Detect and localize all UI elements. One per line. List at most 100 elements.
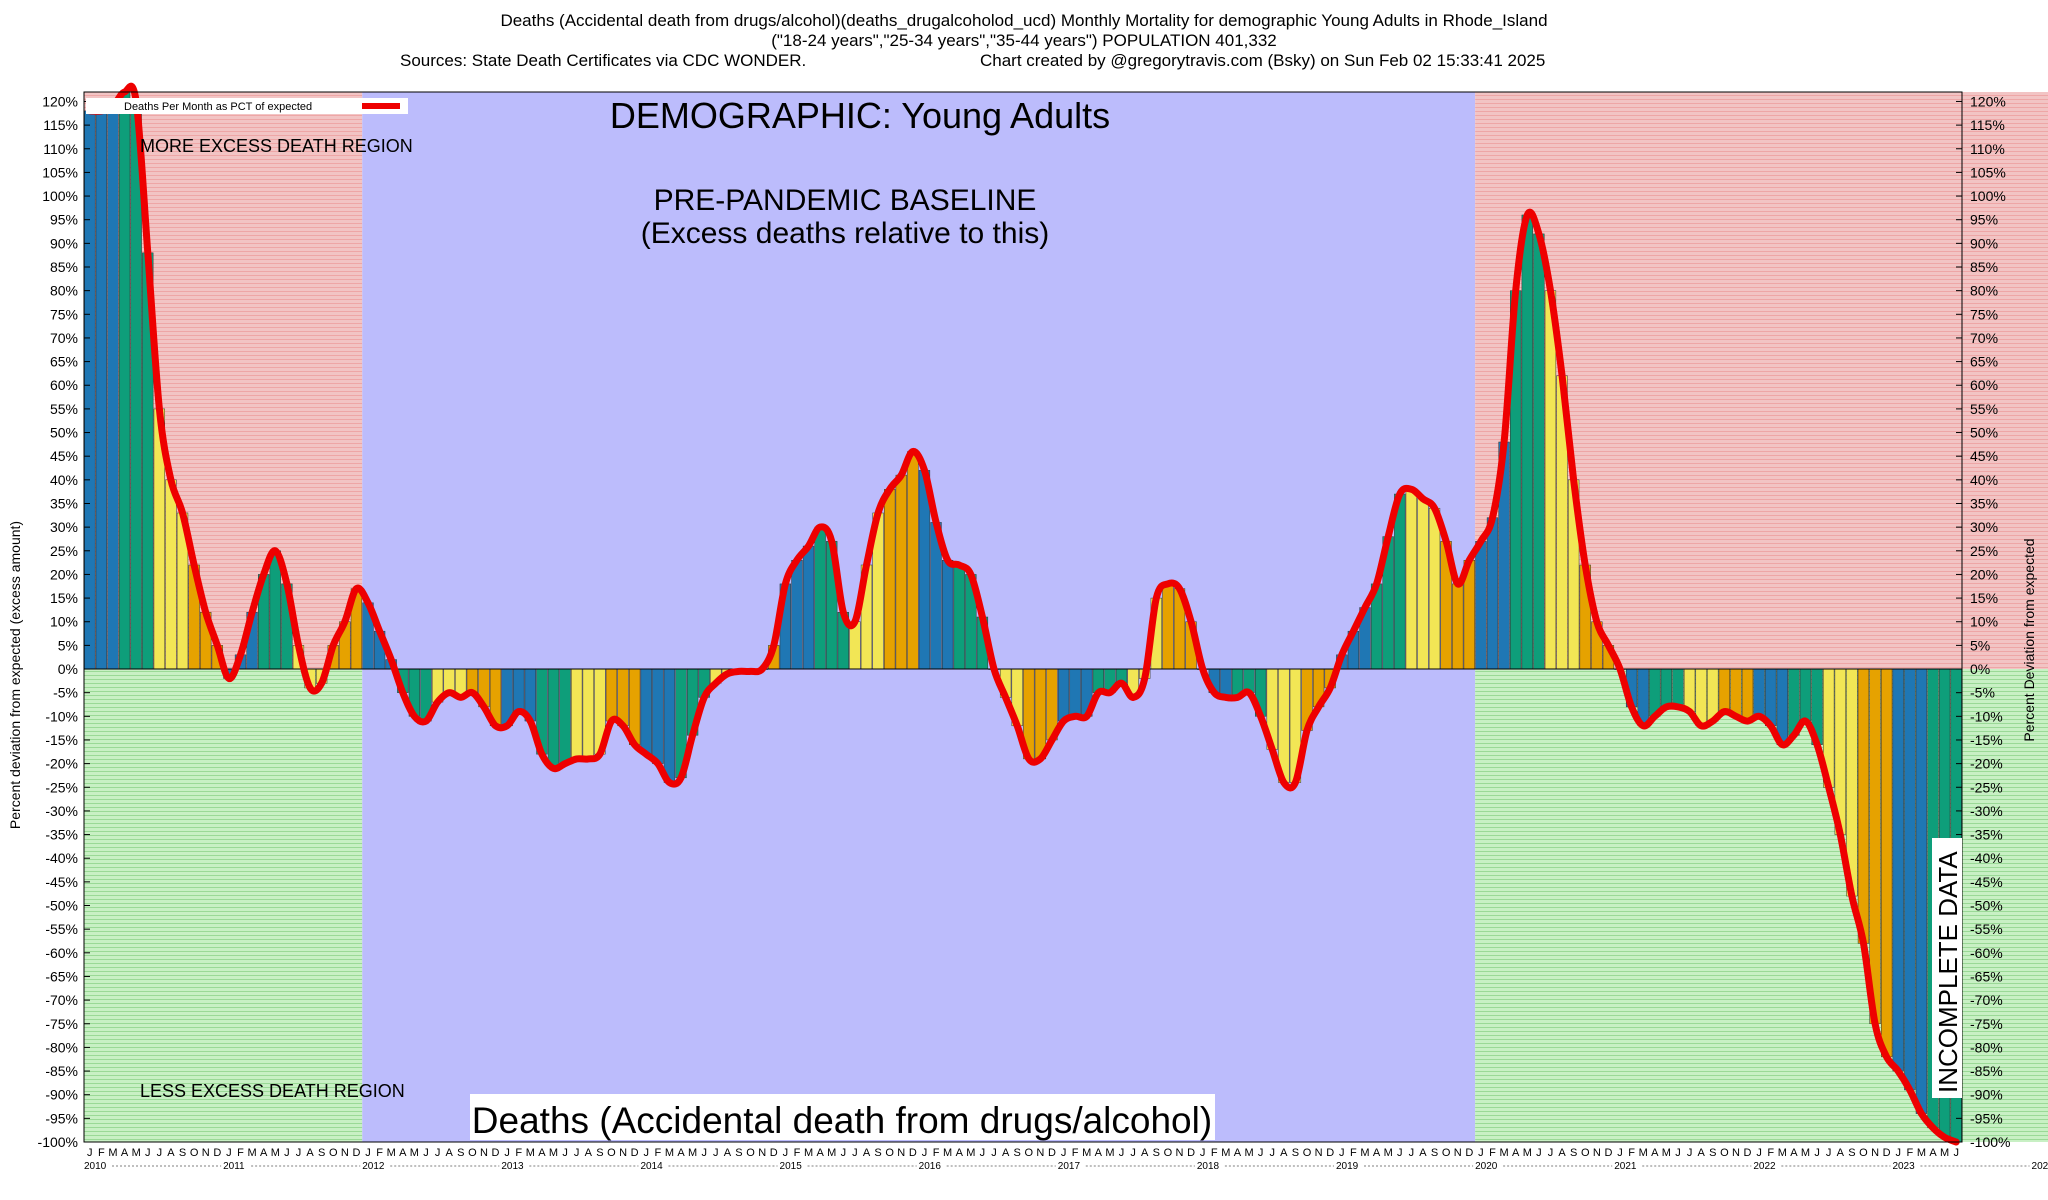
bar xyxy=(1904,668,1916,1091)
x-month-label: M xyxy=(1500,1147,1509,1159)
x-month-label: J xyxy=(1617,1147,1623,1159)
y-tick-label: -70% xyxy=(1970,992,2003,1008)
bar xyxy=(1753,668,1765,717)
bar xyxy=(269,550,281,670)
x-month-label: M xyxy=(1105,1147,1114,1159)
bar xyxy=(107,105,119,670)
x-month-label: M xyxy=(410,1147,419,1159)
x-month-label: N xyxy=(1036,1147,1044,1159)
bar xyxy=(791,559,803,670)
y-tick-label: 5% xyxy=(58,637,78,653)
y-tick-label: 105% xyxy=(1970,164,2006,180)
incomplete-label: INCOMPLETE DATA xyxy=(1933,851,1963,1093)
x-month-label: S xyxy=(1431,1147,1438,1159)
y-tick-label: 40% xyxy=(50,472,78,488)
y-tick-label: 120% xyxy=(42,93,78,109)
y-tick-label: 5% xyxy=(1970,637,1990,653)
x-month-label: A xyxy=(1280,1147,1288,1159)
x-month-label: M xyxy=(1639,1147,1648,1159)
bar xyxy=(1057,668,1070,722)
x-month-label: O xyxy=(468,1147,477,1159)
x-month-label: J xyxy=(1339,1147,1345,1159)
x-month-label: J xyxy=(1130,1147,1136,1159)
x-month-label: F xyxy=(1489,1147,1496,1159)
bar xyxy=(814,526,826,670)
x-month-label: S xyxy=(1153,1147,1160,1159)
x-month-label: J xyxy=(643,1147,649,1159)
y-tick-label: -10% xyxy=(45,708,78,724)
y-tick-label: -30% xyxy=(45,803,78,819)
x-year-label: 2015 xyxy=(780,1161,803,1172)
y-tick-label: 95% xyxy=(1970,212,1998,228)
x-month-label: O xyxy=(329,1147,338,1159)
y-axis-title-left: Percent deviation from expected (excess … xyxy=(7,521,23,829)
x-month-label: A xyxy=(1419,1147,1427,1159)
x-month-label: J xyxy=(1397,1147,1403,1159)
y-tick-label: -90% xyxy=(1970,1087,2003,1103)
bar xyxy=(118,91,131,670)
bar xyxy=(1521,214,1533,670)
y-tick-label: 55% xyxy=(50,401,78,417)
bar xyxy=(1544,290,1557,670)
x-year-label: 2021 xyxy=(1614,1161,1637,1172)
y-tick-label: 105% xyxy=(42,164,78,180)
x-month-label: S xyxy=(1014,1147,1021,1159)
x-month-label: D xyxy=(1326,1147,1334,1159)
x-month-label: A xyxy=(1929,1147,1937,1159)
y-tick-label: -50% xyxy=(1970,898,2003,914)
y-tick-label: 80% xyxy=(50,283,78,299)
x-year-label: 2022 xyxy=(1753,1161,1776,1172)
baseline-subtitle: (Excess deaths relative to this) xyxy=(641,217,1050,250)
x-month-label: A xyxy=(1002,1147,1010,1159)
y-tick-label: -10% xyxy=(1970,708,2003,724)
bar xyxy=(1857,668,1870,944)
x-month-label: J xyxy=(1756,1147,1762,1159)
bottom-title-box xyxy=(470,1094,1215,1140)
y-tick-label: 65% xyxy=(50,354,78,370)
y-tick-label: 80% xyxy=(1970,283,1998,299)
bar xyxy=(942,559,954,670)
x-month-label: J xyxy=(1061,1147,1067,1159)
x-month-label: M xyxy=(966,1147,975,1159)
x-month-label: J xyxy=(841,1147,847,1159)
y-tick-label: -70% xyxy=(45,992,78,1008)
x-month-label: S xyxy=(1848,1147,1855,1159)
x-month-label: S xyxy=(457,1147,464,1159)
y-tick-label: -80% xyxy=(1970,1039,2003,1055)
x-month-label: M xyxy=(271,1147,280,1159)
plot-frame xyxy=(83,91,1963,1143)
x-month-label: O xyxy=(1581,1147,1590,1159)
bar xyxy=(1069,668,1081,717)
bar xyxy=(1869,668,1881,1025)
y-tick-label: -100% xyxy=(38,1134,78,1150)
x-month-label: M xyxy=(1940,1147,1949,1159)
y-tick-label: 20% xyxy=(50,566,78,582)
x-month-label: O xyxy=(607,1147,616,1159)
x-month-label: A xyxy=(167,1147,175,1159)
less-excess-label: LESS EXCESS DEATH REGION xyxy=(140,1081,405,1101)
x-month-label: D xyxy=(909,1147,917,1159)
x-month-label: J xyxy=(922,1147,928,1159)
bar xyxy=(907,451,919,670)
x-month-label: A xyxy=(1141,1147,1149,1159)
x-month-label: F xyxy=(237,1147,244,1159)
y-tick-label: -15% xyxy=(1970,732,2003,748)
x-month-label: M xyxy=(1801,1147,1810,1159)
bar xyxy=(895,474,907,670)
header-source: Sources: State Death Certificates via CD… xyxy=(400,51,806,70)
bar xyxy=(1683,668,1696,712)
bottom-title: Deaths (Accidental death from drugs/alco… xyxy=(472,1100,1212,1141)
x-month-label: J xyxy=(991,1147,997,1159)
y-tick-label: 120% xyxy=(1970,93,2006,109)
x-month-label: N xyxy=(1176,1147,1184,1159)
y-tick-label: 30% xyxy=(50,519,78,535)
x-month-label: J xyxy=(1200,1147,1206,1159)
x-year-label: 2010 xyxy=(84,1161,107,1172)
y-tick-label: -30% xyxy=(1970,803,2003,819)
bar xyxy=(884,489,896,670)
x-month-label: A xyxy=(260,1147,268,1159)
x-month-label: F xyxy=(98,1147,105,1159)
x-month-label: M xyxy=(1662,1147,1671,1159)
y-tick-label: 50% xyxy=(1970,425,1998,441)
x-month-label: M xyxy=(248,1147,257,1159)
